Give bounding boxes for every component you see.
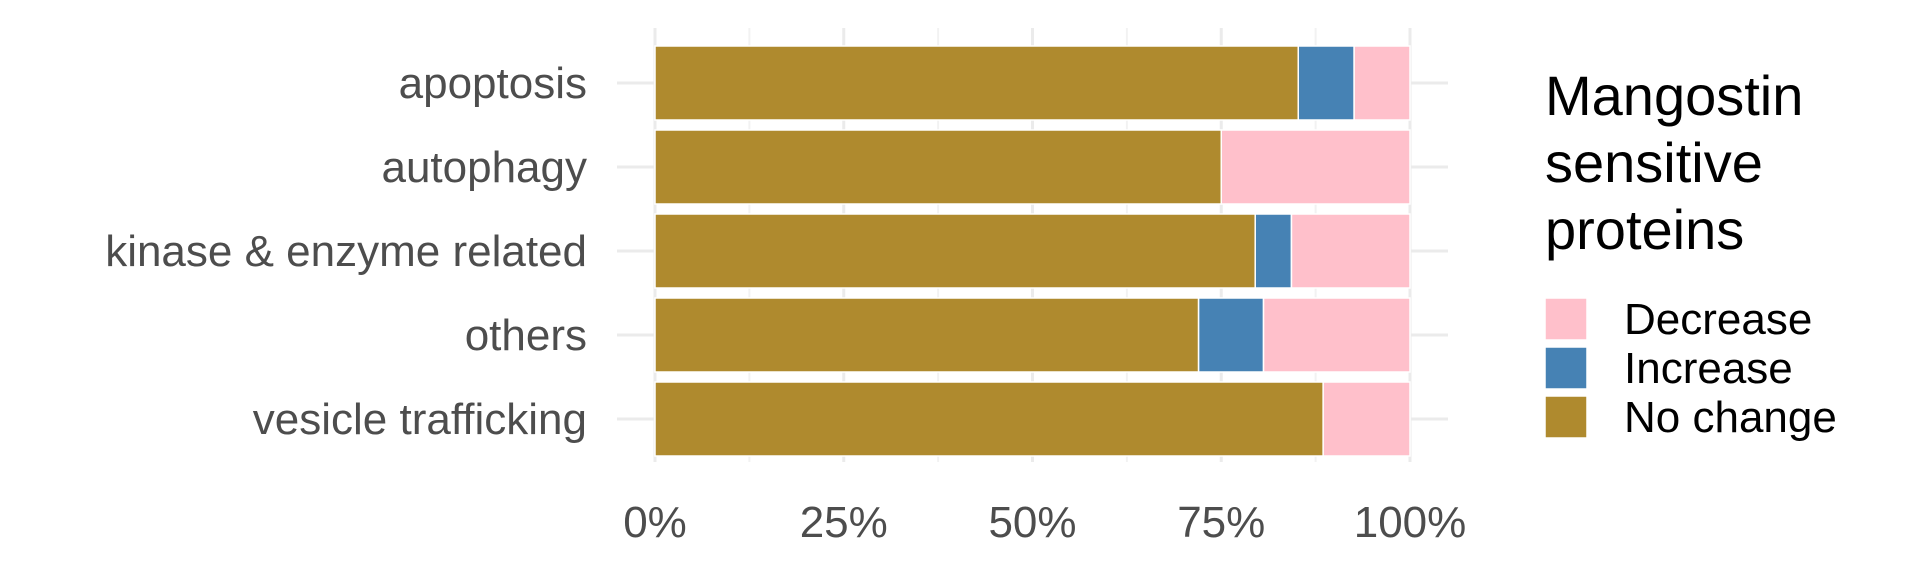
bar-autophagy-no-change (654, 129, 1222, 205)
legend-label-decrease: Decrease (1624, 295, 1812, 344)
legend-label-increase: Increase (1624, 344, 1793, 393)
x-tick-label: 0% (623, 498, 687, 547)
legend-swatch-decrease (1544, 297, 1588, 341)
category-label-others: others (465, 311, 587, 360)
bar-apoptosis-no-change (654, 45, 1300, 121)
bar-kinase-and-enzyme-related-no-change (654, 213, 1256, 289)
bar-others-no-change (654, 297, 1200, 373)
legend-title-line: proteins (1545, 198, 1744, 261)
category-labels: apoptosis autophagy kinase & enzyme relate… (105, 59, 587, 444)
bars (654, 45, 1411, 457)
legend-swatch-no-change (1544, 395, 1588, 439)
bar-autophagy-decrease (1220, 129, 1411, 205)
category-label-kinase-and-enzyme-related: kinase & enzyme related (105, 227, 587, 276)
x-tick-label: 25% (800, 498, 888, 547)
bar-kinase-and-enzyme-related-increase (1254, 213, 1293, 289)
category-label-autophagy: autophagy (381, 143, 587, 192)
legend-swatch-increase (1544, 346, 1588, 390)
bar-vesicle-trafficking-no-change (654, 381, 1324, 457)
bar-kinase-and-enzyme-related-decrease (1290, 213, 1411, 289)
bar-apoptosis-increase (1297, 45, 1355, 121)
x-tick-label: 75% (1177, 498, 1265, 547)
legend-label-no-change: No change (1624, 393, 1837, 442)
bar-others-decrease (1262, 297, 1411, 373)
legend-title-line: sensitive (1545, 131, 1763, 194)
bar-others-increase (1197, 297, 1265, 373)
x-tick-label: 100% (1354, 498, 1467, 547)
legend-title-line: Mangostin (1545, 64, 1803, 127)
category-label-vesicle-trafficking: vesicle trafficking (253, 395, 587, 444)
x-axis-tick-labels: 0% 25% 50% 75% 100% (623, 498, 1466, 547)
x-tick-label: 50% (988, 498, 1076, 547)
bar-apoptosis-decrease (1353, 45, 1411, 121)
category-label-apoptosis: apoptosis (399, 59, 587, 108)
bar-vesicle-trafficking-decrease (1322, 381, 1411, 457)
